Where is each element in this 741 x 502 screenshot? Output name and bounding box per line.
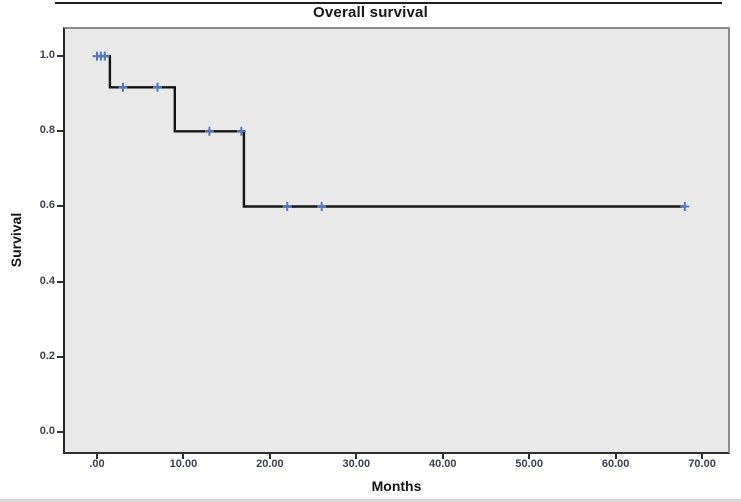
x-tick xyxy=(95,454,98,459)
bottom-border-line xyxy=(0,499,741,502)
x-tick-label: 70.00 xyxy=(688,458,716,470)
censor-mark xyxy=(118,82,128,92)
y-tick xyxy=(57,355,63,358)
y-tick xyxy=(57,55,63,58)
x-tick-label: 10.00 xyxy=(169,458,198,470)
censor-mark xyxy=(236,126,246,136)
chart-title: Overall survival xyxy=(313,4,428,21)
y-tick xyxy=(57,280,63,283)
y-tick xyxy=(57,431,63,434)
x-tick-label: 30.00 xyxy=(342,458,371,470)
censor-mark xyxy=(204,126,214,136)
censor-mark xyxy=(680,202,690,211)
y-tick-label: 0.0 xyxy=(39,425,55,438)
x-tick xyxy=(182,454,185,459)
censor-marks xyxy=(92,51,690,211)
x-tick-label: 50.00 xyxy=(515,458,543,470)
x-tick xyxy=(355,454,358,459)
top-border-line xyxy=(55,2,722,4)
survival-step-curve xyxy=(97,54,685,208)
censor-mark xyxy=(282,202,292,211)
y-tick-label: 0.4 xyxy=(39,274,55,287)
x-tick xyxy=(268,454,271,459)
x-tick-label: .00 xyxy=(89,458,105,470)
x-axis-title: Months xyxy=(371,478,422,494)
y-tick-label: 0.6 xyxy=(39,199,55,212)
y-tick-label: 0.8 xyxy=(39,124,55,137)
x-tick xyxy=(441,454,444,459)
censor-mark xyxy=(317,202,327,211)
y-tick xyxy=(57,130,63,133)
x-tick-label: 20.00 xyxy=(256,458,284,470)
x-tick xyxy=(701,454,704,459)
y-tick-label: 1.0 xyxy=(39,49,55,62)
x-tick xyxy=(614,454,617,459)
y-tick xyxy=(57,205,63,208)
x-tick-label: 60.00 xyxy=(601,458,630,470)
censor-mark xyxy=(100,51,110,61)
x-tick xyxy=(528,454,531,459)
plot-area xyxy=(63,27,730,454)
survival-curve-canvas xyxy=(92,51,690,211)
x-tick-label: 40.00 xyxy=(428,458,457,470)
censor-mark xyxy=(153,82,162,92)
y-tick-label: 0.2 xyxy=(39,349,55,362)
